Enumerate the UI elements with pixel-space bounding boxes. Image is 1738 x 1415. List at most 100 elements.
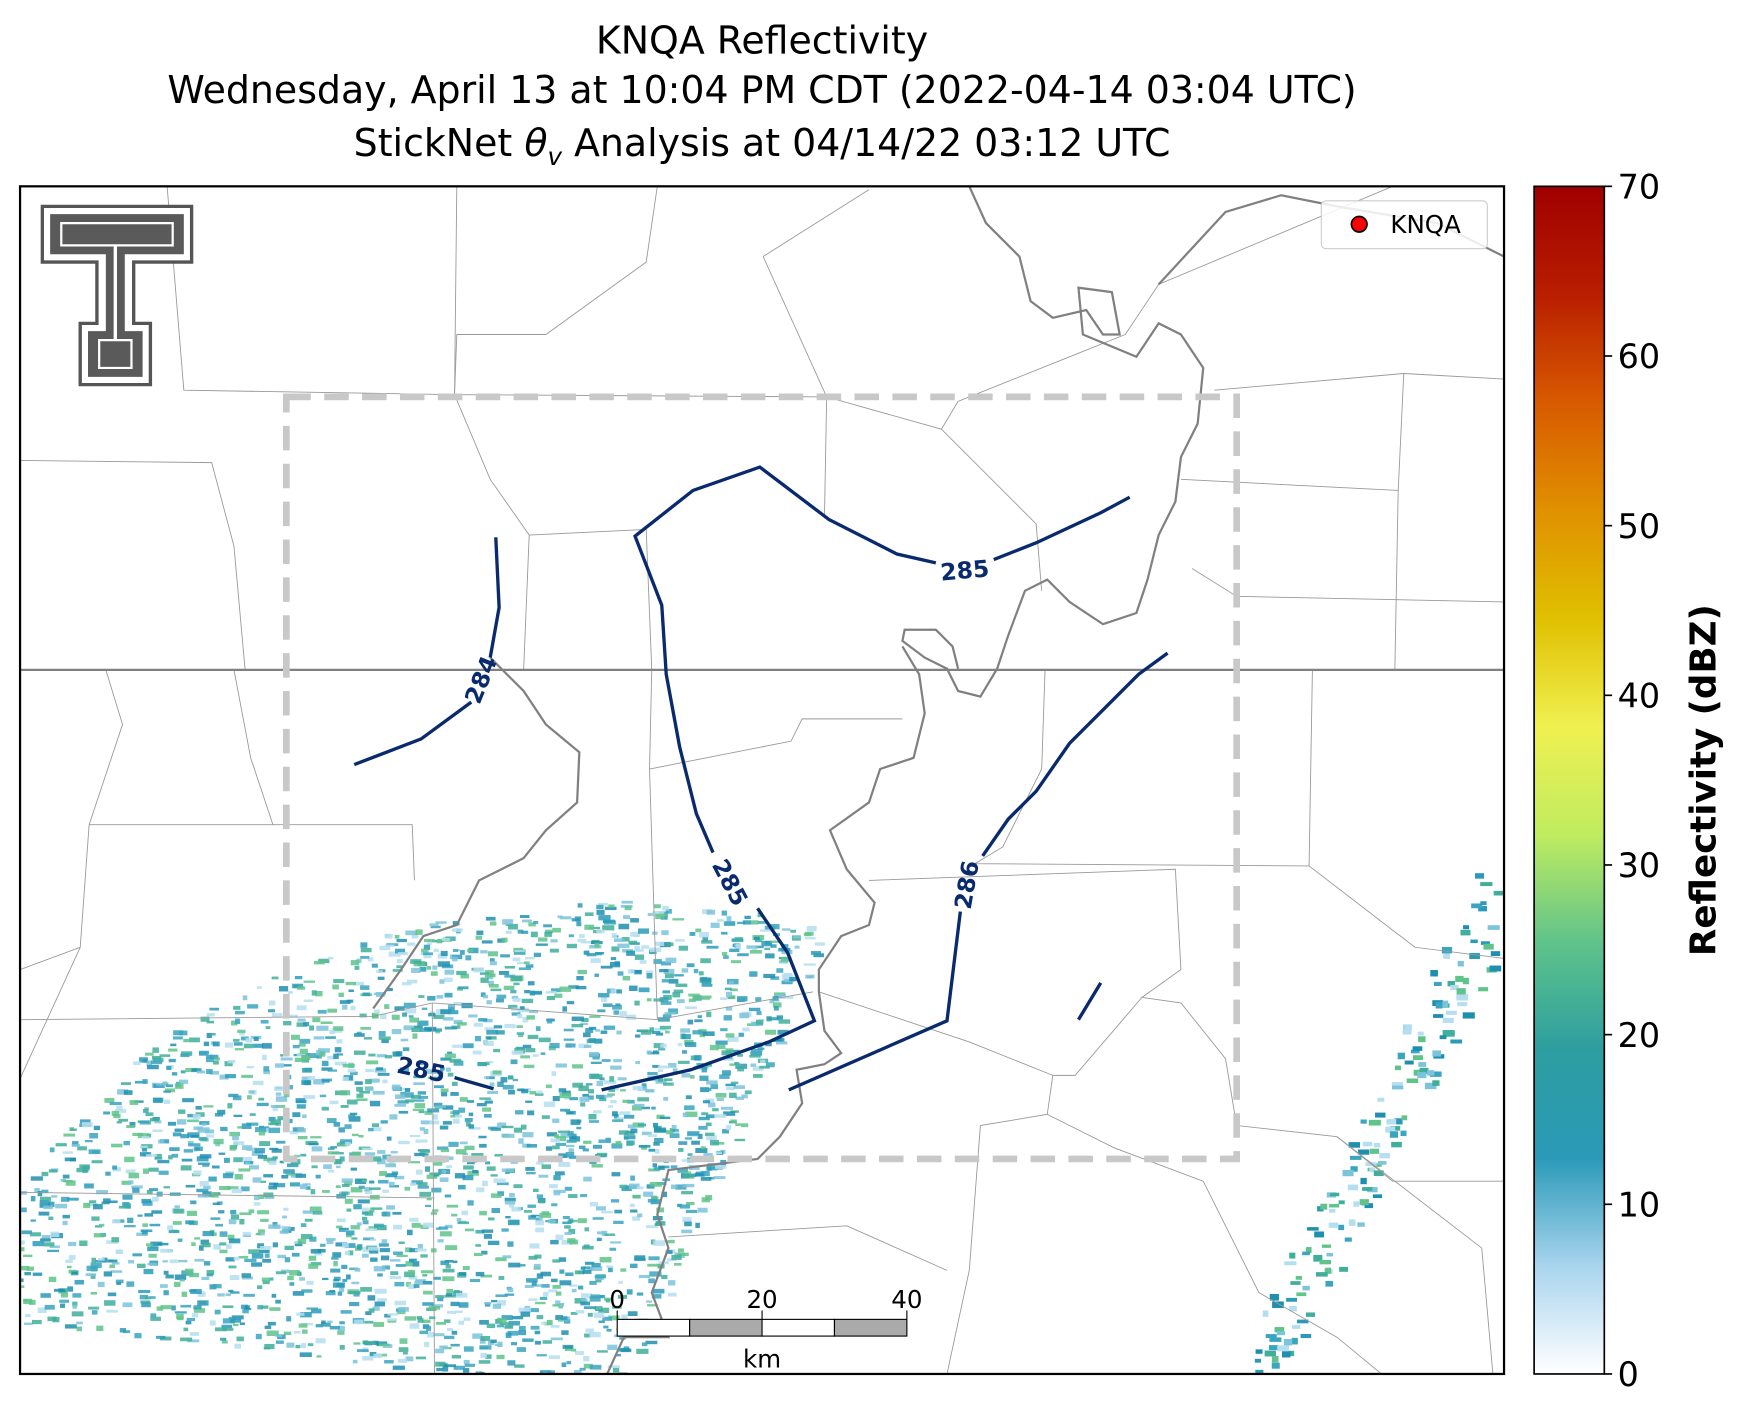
echo [649,1271,662,1277]
echo [793,935,802,939]
echo [164,1099,171,1105]
echo [249,1113,256,1116]
echo [95,1259,103,1263]
echo [558,1153,568,1159]
analysis-domain [282,393,1240,1163]
echo [335,1225,343,1229]
echo [548,1355,560,1359]
echo [1262,1310,1269,1317]
echo [329,1325,340,1330]
echo [560,1316,568,1320]
echo [513,1127,522,1133]
echo [68,1254,76,1260]
echo [447,1072,454,1077]
echo [319,1051,325,1057]
echo [557,1319,565,1322]
echo [617,1077,627,1081]
echo [439,1231,452,1237]
contour [601,907,817,1092]
echo [348,1116,361,1122]
echo [209,1007,220,1011]
echo [234,1173,243,1180]
echo [229,1275,240,1281]
echo [20,1257,21,1263]
echo [514,1364,525,1368]
echo [535,1301,546,1305]
echo [609,1247,617,1251]
echo [52,1316,60,1323]
echo [102,1257,108,1263]
echo [299,1352,312,1358]
echo [765,953,775,959]
echo [497,1122,507,1128]
echo [510,976,523,982]
echo [432,965,438,970]
echo [334,1047,342,1053]
echo [387,1318,398,1321]
echo [543,1380,550,1383]
echo [89,1132,99,1139]
echo [364,1152,376,1156]
echo [439,1345,448,1349]
echo [577,938,587,943]
echo [393,1251,403,1255]
echo [251,1262,263,1267]
echo [441,1091,448,1097]
echo [440,1009,452,1015]
echo [694,1019,703,1023]
echo [1389,1131,1399,1138]
echo [263,1066,270,1072]
echo [219,1242,227,1246]
echo [409,1248,418,1253]
county-line [89,824,415,881]
echo [93,1204,103,1210]
echo [205,1134,215,1138]
echo [338,1141,350,1146]
echo [321,1106,329,1111]
echo [653,1240,666,1246]
echo [720,1028,728,1032]
echo [744,1090,752,1095]
echo [65,1259,73,1263]
echo [311,1165,318,1169]
echo [487,1090,498,1095]
echo [359,1013,367,1018]
echo [653,1167,661,1171]
echo [227,1103,233,1109]
echo [378,1036,391,1040]
echo [515,1046,525,1050]
echo [707,1163,720,1169]
echo [194,1147,200,1151]
echo [734,1138,746,1142]
echo [227,1234,235,1240]
echo [518,967,532,971]
echo [228,1219,237,1225]
echo [658,1048,666,1051]
echo [536,1161,544,1165]
echo [621,1314,628,1320]
echo [413,1284,420,1288]
echo [504,1197,516,1202]
echo [281,1226,291,1231]
echo [442,1105,454,1110]
echo [436,1367,443,1372]
echo [210,1054,219,1060]
echo [268,1185,278,1190]
echo [501,937,508,943]
echo [648,1278,655,1284]
echo [476,1103,487,1107]
county-line [431,1002,435,1374]
echo [551,1203,558,1207]
echo [287,1014,298,1018]
echo [485,1061,494,1064]
echo [258,1130,266,1136]
echo [619,1111,631,1115]
echo [776,1015,783,1020]
echo [356,1222,362,1226]
echo [379,1248,390,1253]
echo [535,943,548,946]
echo [657,1069,664,1073]
echo [709,1044,719,1051]
echo [351,1133,359,1137]
echo [783,972,793,978]
